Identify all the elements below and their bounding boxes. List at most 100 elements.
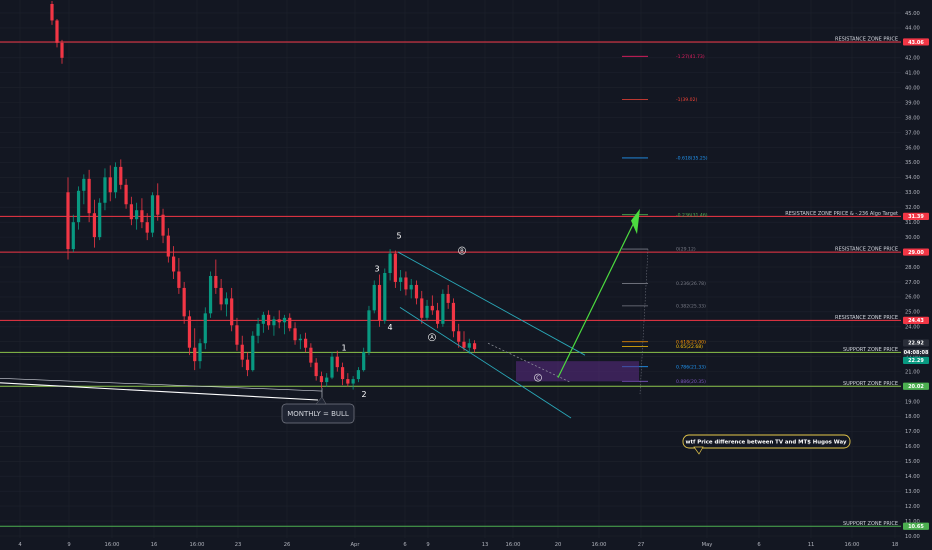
- zone-label: SUPPORT ZONE PRICE: [843, 521, 898, 527]
- bull-arrow-line: [557, 215, 638, 378]
- price-badge-label: 20.02: [908, 384, 924, 390]
- candle-body: [119, 166, 123, 185]
- candle-body: [76, 190, 81, 223]
- candle-body: [135, 210, 139, 220]
- price-tick-label: 12.00: [905, 504, 920, 510]
- candle-body: [399, 277, 403, 282]
- price-tick-label: 35.00: [905, 160, 920, 166]
- candle-body: [98, 202, 102, 238]
- candle-body: [182, 287, 186, 317]
- candle-body: [60, 42, 64, 58]
- candle-body: [187, 316, 192, 348]
- candle-body: [340, 367, 345, 380]
- zone-lines: [0, 41, 901, 527]
- candle-body: [462, 341, 466, 348]
- candle-body: [50, 4, 54, 21]
- candle-body: [240, 344, 244, 360]
- candle-body: [288, 317, 292, 329]
- time-tick-label: 16:00: [845, 542, 860, 548]
- candle-body: [66, 192, 70, 250]
- candle-body: [203, 313, 207, 344]
- time-tick-label: 6: [403, 542, 406, 548]
- candle-body: [172, 256, 176, 272]
- price-tick-label: 27.00: [905, 280, 920, 286]
- candle-body: [319, 376, 324, 383]
- price-tick-label: 45.00: [905, 11, 920, 17]
- time-tick-label: 16:00: [105, 542, 120, 548]
- candle-body: [82, 178, 86, 191]
- price-tick-label: 25.00: [905, 310, 920, 316]
- price-tick-label: 31.00: [905, 220, 920, 226]
- price-badge-label: 22.29: [908, 358, 924, 364]
- fib-label: -0.236(31.46): [676, 212, 708, 218]
- price-badge: [903, 248, 929, 256]
- candle-body: [235, 325, 239, 345]
- fib-label: 0(29.12): [676, 247, 696, 253]
- candle-body: [383, 272, 387, 321]
- fib-levels: -1.27(41.73) -1(39.02) -0.618(35.25) -0.236…: [516, 54, 708, 395]
- candle-body: [420, 298, 424, 318]
- candle-body: [314, 362, 318, 377]
- candle-body: [388, 253, 392, 273]
- candle-body: [446, 293, 450, 303]
- wave-label-1: 1: [341, 344, 346, 353]
- wave-circle: [428, 333, 436, 342]
- candle-body: [214, 275, 218, 288]
- price-tick-label: 26.00: [905, 295, 920, 301]
- candle-body: [409, 284, 413, 290]
- candle-body: [261, 314, 265, 324]
- channel-upper-line: [397, 251, 586, 356]
- candle-body: [346, 379, 350, 384]
- candle-body: [161, 214, 165, 236]
- wave-label-c: C: [536, 375, 540, 381]
- candle-body: [309, 347, 313, 363]
- price-badge: [903, 382, 929, 390]
- time-tick-label: 27: [638, 542, 645, 548]
- price-badge: [903, 316, 929, 324]
- grid: [0, 0, 901, 538]
- price-tick-label: 18.00: [905, 414, 920, 420]
- time-tick-label: 23: [235, 542, 242, 548]
- candle-body: [145, 222, 149, 233]
- candle-body: [362, 352, 366, 371]
- zone-label: RESISTANCE ZONE PRICE: [835, 36, 898, 42]
- fib-label: -1.27(41.73): [676, 54, 705, 60]
- fib-label: 0.65(22.68): [676, 344, 703, 350]
- price-badge: [903, 38, 929, 46]
- candle-body: [325, 377, 329, 383]
- price-axis: 45.0044.0043.0042.0041.0040.0039.0038.00…: [901, 0, 932, 550]
- time-tick-label: Apr: [351, 542, 361, 548]
- channel-lower-line: [399, 306, 572, 419]
- price-tick-label: 44.00: [905, 26, 920, 32]
- price-badge-label: 29.00: [908, 250, 924, 256]
- price-tick-label: 36.00: [905, 145, 920, 151]
- fib-label: 0.786(21.33): [676, 364, 706, 370]
- zone-label: SUPPORT ZONE PRICE: [843, 381, 898, 387]
- candle-body: [156, 195, 160, 215]
- candle-body: [267, 314, 271, 326]
- zone-label: RESISTANCE ZONE PRICE: [835, 247, 898, 253]
- time-tick-label: May: [702, 542, 713, 548]
- candle-body: [436, 310, 440, 324]
- price-tick-label: 24.00: [905, 325, 920, 331]
- candle-body: [113, 166, 118, 193]
- price-tick-label: 42.00: [905, 56, 920, 62]
- time-axis: 4 9 16:00 16 16:00 23 26 Apr 6 9 13 16:00 20 16:00 27 M…: [18, 542, 898, 548]
- price-badge: [903, 348, 929, 356]
- monthly-trendline-2: [0, 378, 323, 392]
- wave-circle: [458, 246, 466, 255]
- wave-label-5: 5: [396, 232, 401, 241]
- price-tick-label: 16.00: [905, 444, 920, 450]
- candle-body: [129, 204, 133, 220]
- candle-body: [351, 379, 355, 384]
- time-tick-label: 13: [482, 542, 489, 548]
- time-tick-label: 20: [555, 542, 562, 548]
- candle-body: [208, 275, 213, 314]
- candle-body: [251, 335, 255, 371]
- fib-trend: [639, 249, 649, 395]
- candle-body: [224, 298, 228, 305]
- price-badge: [903, 339, 929, 347]
- bull-arrow-head: [631, 208, 640, 235]
